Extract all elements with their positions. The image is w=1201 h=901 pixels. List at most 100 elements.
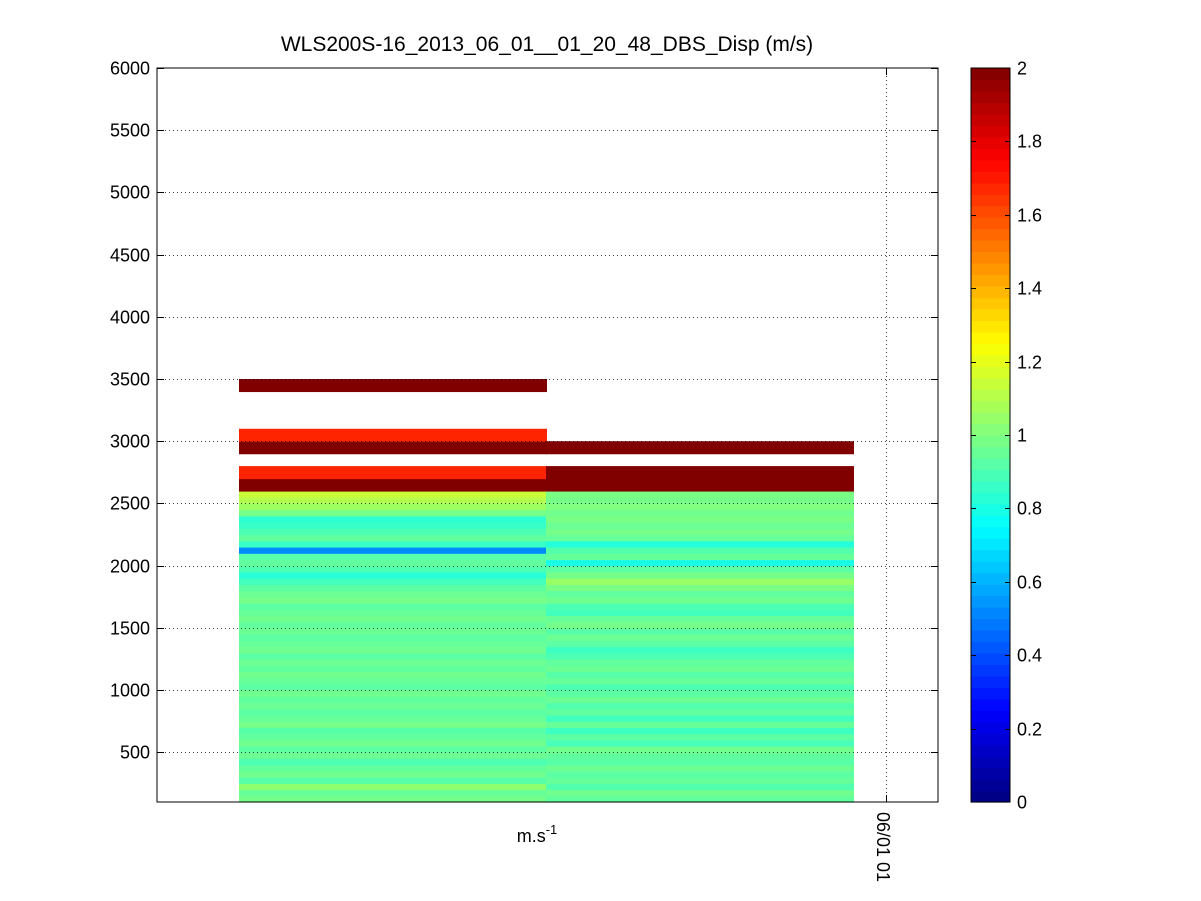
heatmap-cell <box>546 472 854 480</box>
colorbar-swatch <box>971 779 1010 792</box>
heatmap-cell <box>546 497 854 505</box>
colorbar-swatch <box>971 641 1010 654</box>
heatmap-cell <box>239 503 547 511</box>
heatmap-cell <box>546 640 854 648</box>
colorbar-swatch <box>971 159 1010 172</box>
colorbar-swatch <box>971 652 1010 665</box>
colorbar-swatch <box>971 618 1010 631</box>
colorbar-swatch <box>971 377 1010 390</box>
heatmap-cell <box>546 683 854 691</box>
colorbar-swatch <box>971 767 1010 780</box>
colorbar-swatch <box>971 664 1010 677</box>
heatmap-cell <box>239 708 547 716</box>
y-tick-label: 3500 <box>110 370 150 390</box>
heatmap-cell <box>546 509 854 517</box>
colorbar-swatch <box>971 584 1010 597</box>
colorbar-swatch <box>971 354 1010 367</box>
y-tick-label: 5500 <box>110 121 150 141</box>
colorbar-swatch <box>971 240 1010 253</box>
heatmap-cell <box>546 466 854 473</box>
heatmap-cell <box>546 789 854 797</box>
heatmap-cell <box>546 708 854 716</box>
colorbar-swatch <box>971 503 1010 516</box>
heatmap-cell <box>239 683 547 691</box>
colorbar: 0 0.2 0.4 0.6 0.8 1 1.2 1.4 1.6 1.8 2 <box>970 59 1042 813</box>
heatmap-cell <box>239 528 547 536</box>
heatmap-cell <box>239 509 547 517</box>
heatmap-cell <box>239 522 547 529</box>
colorbar-swatch <box>971 435 1010 448</box>
colorbar-tick-label: 0.4 <box>1017 646 1042 666</box>
heatmap-cell <box>239 497 547 505</box>
heatmap-cell <box>239 596 547 604</box>
heatmap-cell <box>546 584 854 592</box>
heatmap-cell <box>239 379 547 386</box>
heatmap-cell <box>239 777 547 784</box>
heatmap-cell <box>239 770 547 778</box>
colorbar-swatch <box>971 733 1010 746</box>
heatmap-cell <box>239 584 547 592</box>
y-tick-label: 3000 <box>110 432 150 452</box>
heatmap-cell <box>546 746 854 753</box>
heatmap-cell <box>546 702 854 710</box>
heatmap-cell <box>239 571 547 579</box>
heatmap-cell <box>239 546 547 554</box>
colorbar-swatch <box>971 400 1010 413</box>
heatmap-cell <box>239 609 547 616</box>
colorbar-swatch <box>971 125 1010 138</box>
heatmap-cell <box>239 733 547 741</box>
colorbar-tick-label: 0 <box>1017 793 1027 813</box>
heatmap-cell <box>546 546 854 554</box>
heatmap-cell <box>546 578 854 585</box>
colorbar-swatch <box>971 457 1010 471</box>
colorbar-swatch <box>971 90 1010 104</box>
heatmap-cell <box>239 441 547 449</box>
heatmap-cell <box>239 634 547 641</box>
colorbar-tick-label: 1 <box>1017 426 1027 446</box>
colorbar-swatch <box>971 721 1010 734</box>
heatmap-cell <box>239 447 547 455</box>
y-tick-label: 500 <box>120 743 150 763</box>
colorbar-swatch <box>971 629 1010 643</box>
heatmap-cell <box>546 696 854 704</box>
colorbar-swatch <box>971 710 1010 723</box>
colorbar-swatch <box>971 744 1010 757</box>
colorbar-swatch <box>971 538 1010 551</box>
colorbar-tick-label: 1.8 <box>1017 132 1042 152</box>
heatmap-cell <box>239 752 547 760</box>
colorbar-tick-label: 1.4 <box>1017 279 1042 299</box>
y-axis-ticks: 500 1000 1500 2000 2500 3000 3500 4000 4500 5000 5… <box>110 59 938 802</box>
heatmap-cell <box>239 640 547 648</box>
heatmap-cell <box>239 789 547 797</box>
colorbar-swatch <box>971 366 1010 379</box>
heatmap-cell <box>546 652 854 660</box>
heatmap-cell <box>239 472 547 480</box>
heatmap-cell <box>239 515 547 523</box>
x-tick-label: 06/01 01 <box>873 812 893 882</box>
heatmap-cells <box>239 379 854 803</box>
heatmap-cell <box>546 553 854 561</box>
heatmap-cell <box>546 758 854 766</box>
heatmap-cell <box>239 690 547 697</box>
heatmap-cell <box>546 534 854 542</box>
colorbar-swatch <box>971 308 1010 321</box>
colorbar-swatch <box>971 492 1010 505</box>
heatmap-cell <box>239 677 547 685</box>
colorbar-swatch <box>971 480 1010 493</box>
colorbar-tick-label: 2 <box>1017 59 1027 79</box>
heatmap-cell <box>546 596 854 604</box>
heatmap-cell <box>546 565 854 573</box>
heatmap-cell <box>239 484 547 492</box>
heatmap-cell <box>239 466 547 473</box>
heatmap-cell <box>239 721 547 728</box>
colorbar-swatch <box>971 675 1010 688</box>
colorbar-swatch <box>971 285 1010 298</box>
x-axis-label-unit: m.s <box>517 826 546 846</box>
heatmap-cell <box>546 677 854 685</box>
heatmap-cell <box>239 615 547 623</box>
heatmap-cell <box>546 540 854 548</box>
colorbar-swatch <box>971 228 1010 241</box>
heatmap-cell <box>239 783 547 791</box>
colorbar-swatch <box>971 790 1010 803</box>
colorbar-swatch <box>971 446 1010 459</box>
